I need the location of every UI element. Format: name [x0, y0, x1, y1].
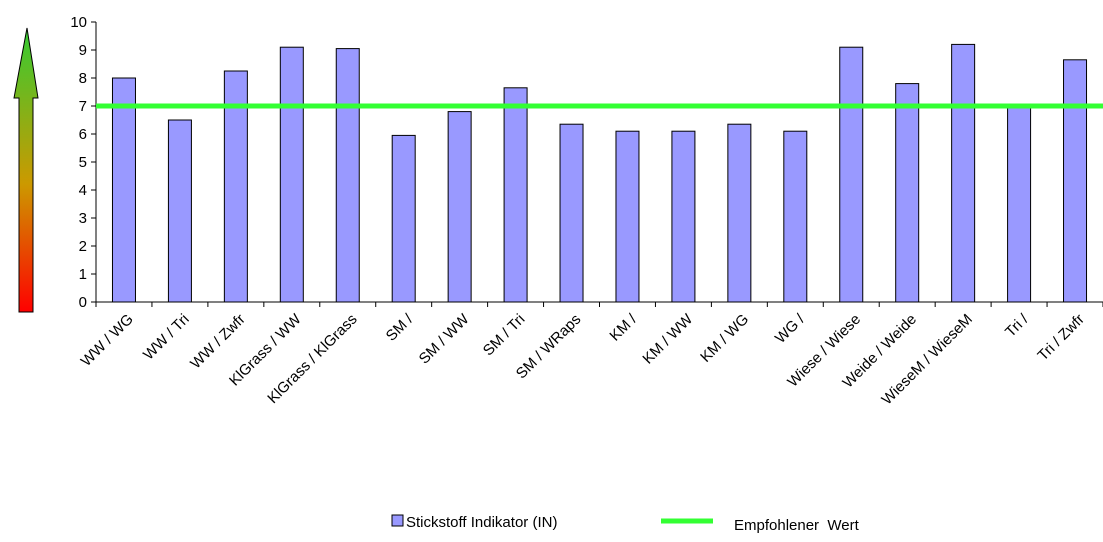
y-tick-label: 3 — [79, 210, 87, 227]
bar — [839, 46, 864, 303]
y-tick-label: 0 — [79, 294, 87, 311]
y-tick-label: 4 — [79, 182, 87, 199]
x-tick-label: SM / Tri — [480, 311, 529, 360]
bar — [503, 87, 528, 303]
bar — [895, 83, 920, 303]
bar — [1007, 105, 1032, 303]
x-tick-label: SM / — [383, 310, 417, 344]
bar — [559, 123, 584, 303]
bar — [279, 46, 304, 303]
legend: Stickstoff Indikator (IN) Empfohlener We… — [391, 514, 860, 534]
y-tick-labels: 0 1 2 3 4 5 6 7 8 9 10 — [70, 14, 87, 311]
x-tick-label: Tri / Zwfr — [1034, 311, 1087, 364]
y-tick-label: 2 — [79, 238, 87, 255]
bar — [1063, 59, 1088, 303]
x-tick-label: WG / — [772, 310, 809, 347]
x-tick-label: WW / WG — [78, 311, 137, 370]
bars — [111, 43, 1088, 303]
x-tick-label: Tri / — [1002, 310, 1032, 340]
x-tick-label: KM / WG — [697, 311, 752, 366]
bar — [783, 130, 808, 303]
legend-bar-label: Stickstoff Indikator (IN) — [406, 514, 557, 531]
bar — [671, 130, 696, 303]
x-tick-label: WW / Tri — [140, 311, 193, 364]
y-tick-label: 9 — [79, 42, 87, 59]
y-tick-label: 6 — [79, 126, 87, 143]
bar — [335, 48, 360, 303]
bar — [111, 77, 136, 303]
bar — [727, 123, 752, 303]
x-tick-label: KM / WW — [639, 310, 696, 367]
bar — [391, 134, 416, 303]
bar — [223, 70, 248, 303]
indicator-arrow-icon — [13, 27, 39, 313]
x-tick-label: SM / WW — [416, 310, 473, 367]
y-tick-label: 1 — [79, 266, 87, 283]
y-tick-label: 7 — [79, 98, 87, 115]
bar — [167, 119, 192, 303]
legend-bar-swatch — [391, 514, 404, 527]
bar — [951, 43, 976, 303]
bar — [615, 130, 640, 303]
bar — [447, 111, 472, 303]
y-tick-label: 10 — [70, 14, 87, 31]
y-tick-label: 5 — [79, 154, 87, 171]
axes — [91, 21, 1103, 307]
x-tick-label: KM / — [606, 310, 640, 344]
legend-line-label: Empfohlener Wert — [734, 517, 860, 534]
y-tick-label: 8 — [79, 70, 87, 87]
